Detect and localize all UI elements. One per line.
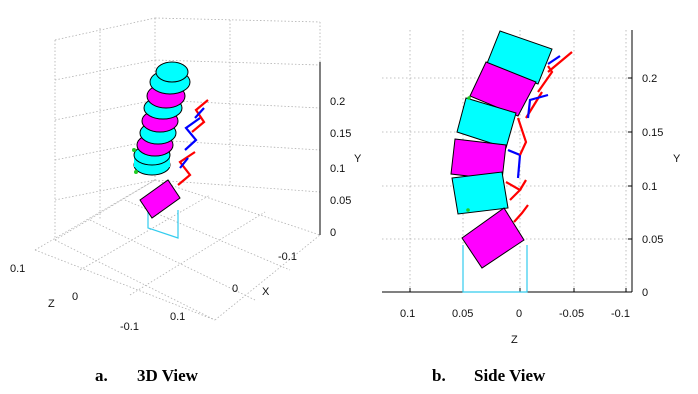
caption-letter: a.	[95, 366, 108, 385]
z-ticks-3d: 0.1 0 -0.1	[10, 263, 139, 333]
z-ticks-side: 0.1 0.05 0 -0.05 -0.1	[400, 308, 630, 320]
z-tick-side: -0.1	[611, 308, 630, 320]
joint-markers-side	[466, 96, 471, 212]
y-tick-side: 0.05	[642, 234, 663, 246]
y-tick-3d: 0.1	[330, 163, 345, 175]
caption-text: 3D View	[137, 366, 198, 385]
plot-3d-view: 0.2 0.15 0.1 0.05 0 Y -0.1 0 0.1 X 0.1 0…	[10, 17, 362, 333]
y-ticks-side: 0.2 0.15 0.1 0.05 0	[642, 73, 663, 299]
floor-projection-side	[462, 245, 528, 293]
z-tick-side: 0.05	[452, 308, 473, 320]
z-tick-side: -0.05	[559, 308, 584, 320]
y-tick-3d: 0	[330, 227, 336, 239]
z-tick-side: 0	[516, 308, 522, 320]
y-ticks-3d: 0.2 0.15 0.1 0.05 0	[330, 96, 351, 239]
y-tick-3d: 0.15	[330, 128, 351, 140]
plot-side-view: 0.2 0.15 0.1 0.05 0 Y 0.1 0.05 0 -0.05 -…	[382, 30, 681, 346]
y-axis-label-side: Y	[673, 153, 681, 165]
links-3d	[177, 99, 209, 186]
x-ticks-3d: -0.1 0 0.1	[170, 251, 297, 323]
y-tick-3d: 0.05	[330, 195, 351, 207]
x-tick-3d: -0.1	[278, 251, 297, 263]
x-tick-3d: 0	[232, 283, 238, 295]
y-tick-side: 0.2	[642, 73, 657, 85]
base-block-3d	[139, 179, 181, 219]
z-tick-side: 0.1	[400, 308, 415, 320]
caption-text: Side View	[474, 366, 546, 385]
caption-side-view: b. Side View	[432, 366, 545, 386]
z-axis-label-3d: Z	[48, 298, 55, 310]
z-axis-label-side: Z	[511, 334, 518, 346]
y-tick-3d: 0.2	[330, 96, 345, 108]
x-axis-label-3d: X	[262, 286, 270, 298]
z-tick-3d: 0.1	[10, 263, 25, 275]
z-tick-3d: -0.1	[120, 321, 139, 333]
caption-letter: b.	[432, 366, 446, 385]
floor-projection-3d	[147, 210, 179, 239]
y-tick-side: 0.15	[642, 127, 663, 139]
segments-3d	[133, 61, 191, 176]
joint-markers-3d	[132, 148, 138, 174]
x-tick-3d: 0.1	[170, 311, 185, 323]
caption-3d-view: a. 3D View	[95, 366, 198, 386]
z-tick-3d: 0	[72, 291, 78, 303]
y-tick-side: 0	[642, 287, 648, 299]
y-tick-side: 0.1	[642, 181, 657, 193]
segments-side	[450, 30, 553, 269]
links-side	[505, 51, 573, 223]
y-axis-label-3d: Y	[354, 153, 362, 165]
